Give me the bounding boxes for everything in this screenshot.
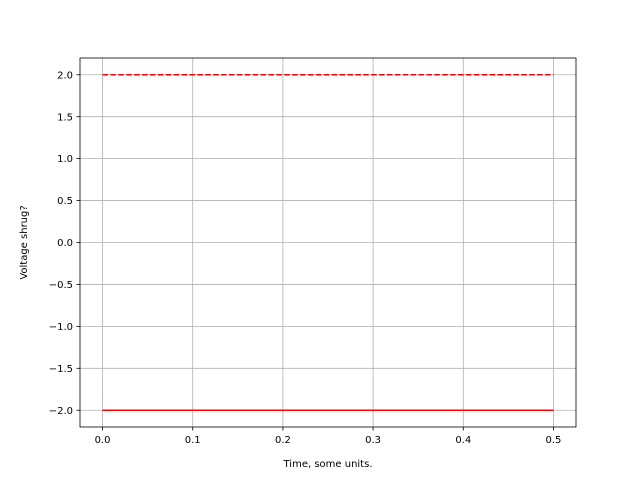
y-tick-label: −2.0 — [49, 406, 73, 417]
y-tick-label: 1.5 — [57, 112, 73, 123]
y-tick-label: 1.0 — [57, 154, 73, 165]
y-axis-label: Voltage shrug? — [19, 205, 30, 279]
y-tick-label: −1.0 — [49, 322, 73, 333]
x-tick-label: 0.5 — [546, 435, 562, 446]
x-tick-label: 0.1 — [185, 435, 201, 446]
x-axis: 0.0 0.1 0.2 0.3 0.4 0.5 — [95, 427, 562, 446]
x-tick-label: 0.4 — [455, 435, 471, 446]
x-tick-label: 0.0 — [95, 435, 111, 446]
x-tick-label: 0.3 — [365, 435, 381, 446]
y-tick-label: −1.5 — [49, 364, 73, 375]
x-axis-label: Time, some units. — [283, 459, 373, 470]
y-tick-label: 2.0 — [57, 70, 73, 81]
y-tick-label: −0.5 — [49, 280, 73, 291]
y-tick-label: 0.5 — [57, 196, 73, 207]
x-tick-label: 0.2 — [275, 435, 291, 446]
series-group — [102, 74, 554, 411]
y-axis: −2.0 −1.5 −1.0 −0.5 0.0 0.5 1.0 1.5 2.0 — [49, 70, 80, 417]
y-tick-label: 0.0 — [57, 238, 73, 249]
